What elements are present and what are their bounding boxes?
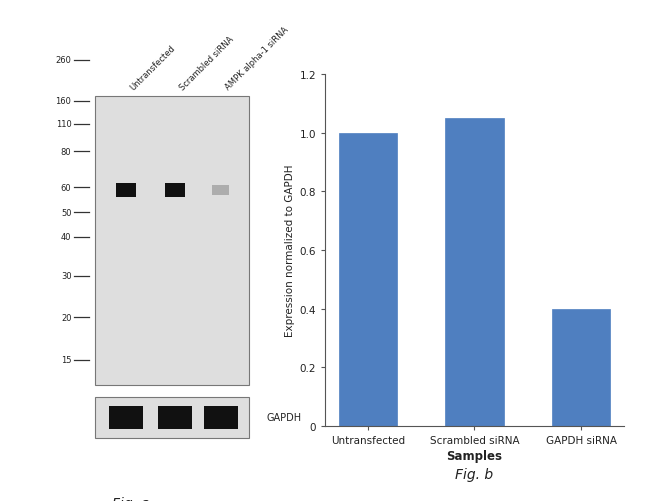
Bar xyxy=(445,119,504,426)
Bar xyxy=(339,134,397,426)
Text: 40: 40 xyxy=(61,233,72,242)
Text: AMPK alpha-1 siRNA: AMPK alpha-1 siRNA xyxy=(224,25,291,92)
Bar xyxy=(552,309,610,426)
X-axis label: Samples: Samples xyxy=(447,449,502,462)
Bar xyxy=(109,406,142,429)
Text: 20: 20 xyxy=(61,313,72,322)
Text: 80: 80 xyxy=(61,147,72,156)
Bar xyxy=(95,97,248,385)
Text: Fig. a: Fig. a xyxy=(112,496,150,501)
Y-axis label: Expression normalized to GAPDH: Expression normalized to GAPDH xyxy=(285,164,295,337)
Text: Scrambled siRNA: Scrambled siRNA xyxy=(178,35,235,92)
Text: GAPDH: GAPDH xyxy=(266,413,302,423)
Bar xyxy=(158,406,192,429)
Bar xyxy=(116,184,136,197)
Bar xyxy=(213,185,229,195)
Text: Untransfected: Untransfected xyxy=(129,43,177,92)
Text: Fig. b: Fig. b xyxy=(456,467,493,481)
Text: 160: 160 xyxy=(55,97,72,106)
Text: 110: 110 xyxy=(56,120,72,129)
Text: 260: 260 xyxy=(55,56,72,65)
Bar xyxy=(165,184,185,197)
Bar xyxy=(95,397,248,438)
Text: 60: 60 xyxy=(61,183,72,192)
Text: 30: 30 xyxy=(61,272,72,281)
Text: 15: 15 xyxy=(61,356,72,365)
Bar xyxy=(204,406,238,429)
Text: 50: 50 xyxy=(61,208,72,217)
